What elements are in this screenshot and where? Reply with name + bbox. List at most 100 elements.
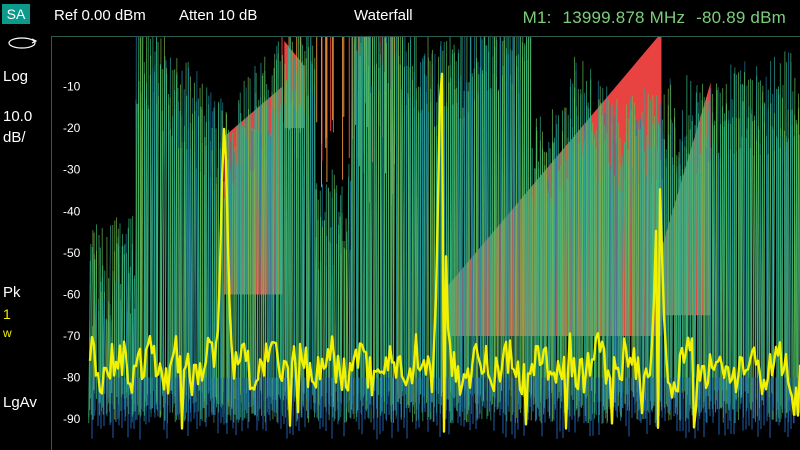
waterfall-noise [352,37,355,404]
waterfall-noise [446,82,450,400]
waterfall-noise [631,109,633,392]
waterfall-noise [583,131,586,416]
waterfall-noise [549,148,552,399]
waterfall-noise [385,43,388,413]
y-tick-label: -50 [63,246,81,260]
waterfall-noise [402,67,406,397]
waterfall-noise [776,136,778,403]
waterfall-noise [262,56,266,423]
waterfall-noise [145,37,148,402]
waterfall-noise [740,84,743,398]
waterfall-noise [540,148,543,391]
waterfall-noise [272,53,276,420]
waterfall-noise [120,245,123,411]
waterfall-noise [340,186,343,402]
waterfall-noise [188,76,191,402]
waterfall-noise [679,139,682,420]
waterfall-noise [467,82,470,423]
waterfall-noise [376,91,380,417]
waterfall-noise [721,106,723,409]
y-tick-label: -40 [63,204,81,218]
waterfall-noise [608,104,611,392]
waterfall-noise [351,37,353,410]
spectrum-plot[interactable]: -10 -20 -30 -40 -50 -60 -70 -80 -90 [51,37,800,450]
waterfall-noise [544,190,548,401]
waterfall-noise [287,66,290,411]
waterfall-noise [330,222,333,407]
mode-badge[interactable]: SA [2,4,30,24]
waterfall-noise [500,75,504,402]
reference-level[interactable]: Ref 0.00 dBm [54,7,146,24]
waterfall-noise [722,113,726,391]
waterfall-noise [405,51,408,398]
waterfall-noise [738,70,741,395]
attenuation[interactable]: Atten 10 dB [179,7,258,24]
waterfall-noise [220,184,224,408]
waterfall-noise [639,129,642,415]
waterfall-noise [412,71,415,399]
waterfall-noise [365,37,368,401]
waterfall-noise [694,85,698,416]
waterfall-noise [260,149,263,391]
waterfall-noise [387,83,390,392]
waterfall-noise [362,37,366,407]
sweep-cycle-icon[interactable] [6,36,38,50]
waterfall-noise [331,169,334,408]
waterfall-noise [427,37,430,417]
waterfall-noise [286,46,289,398]
waterfall-noise [197,98,200,391]
waterfall-noise [302,50,306,392]
waterfall-noise [451,53,453,393]
waterfall-noise [269,135,272,421]
waterfall-noise [284,80,287,392]
waterfall-noise [671,157,674,399]
waterfall-noise [635,136,638,393]
scale-per-div-unit: dB/ [3,129,26,146]
waterfall-noise [128,266,131,392]
waterfall-noise [557,115,559,399]
waterfall-noise [580,155,584,391]
waterfall-noise [459,37,462,417]
view-title: Waterfall [354,7,413,24]
waterfall-noise [589,79,592,404]
waterfall-noise [466,112,469,401]
scale-per-div-value[interactable]: 10.0 [3,108,33,125]
waterfall-noise [771,127,774,393]
waterfall-noise [368,37,371,419]
waterfall-noise [268,142,271,409]
waterfall-noise [328,227,332,415]
waterfall-noise [789,62,792,411]
waterfall-noise [470,73,473,394]
waterfall-noise [194,101,197,392]
waterfall-noise [169,97,172,391]
y-tick-label: -90 [63,412,81,426]
waterfall-noise [512,37,515,415]
waterfall-noise [426,111,429,398]
waterfall-noise [482,37,486,407]
live-trace-line [88,72,800,433]
scale-type-label[interactable]: Log [3,68,29,85]
y-tick-label: -20 [63,121,81,135]
waterfall-noise [191,113,193,396]
waterfall-noise [523,45,526,417]
marker-readout: M1: 13999.878 MHz -80.89 dBm [517,8,786,28]
waterfall-noise [543,151,545,415]
waterfall-noise [752,119,756,403]
waterfall-noise [118,223,121,404]
waterfall-noise [628,96,632,395]
waterfall-noise [515,55,517,423]
waterfall-noise [709,147,712,417]
marker-amplitude: -80.89 dBm [696,8,786,27]
waterfall-noise [178,111,181,403]
waterfall-noise [160,68,164,418]
waterfall-noise [790,91,794,413]
waterfall-noise [130,218,132,400]
waterfall-noise [256,129,259,397]
waterfall-noise [513,37,516,398]
waterfall-noise [140,37,144,409]
waterfall-noise [104,318,107,394]
waterfall-noise [372,37,375,419]
average-type-label[interactable]: LgAv [3,394,37,411]
detector-label[interactable]: Pk [3,284,21,301]
waterfall-noise [541,150,544,404]
